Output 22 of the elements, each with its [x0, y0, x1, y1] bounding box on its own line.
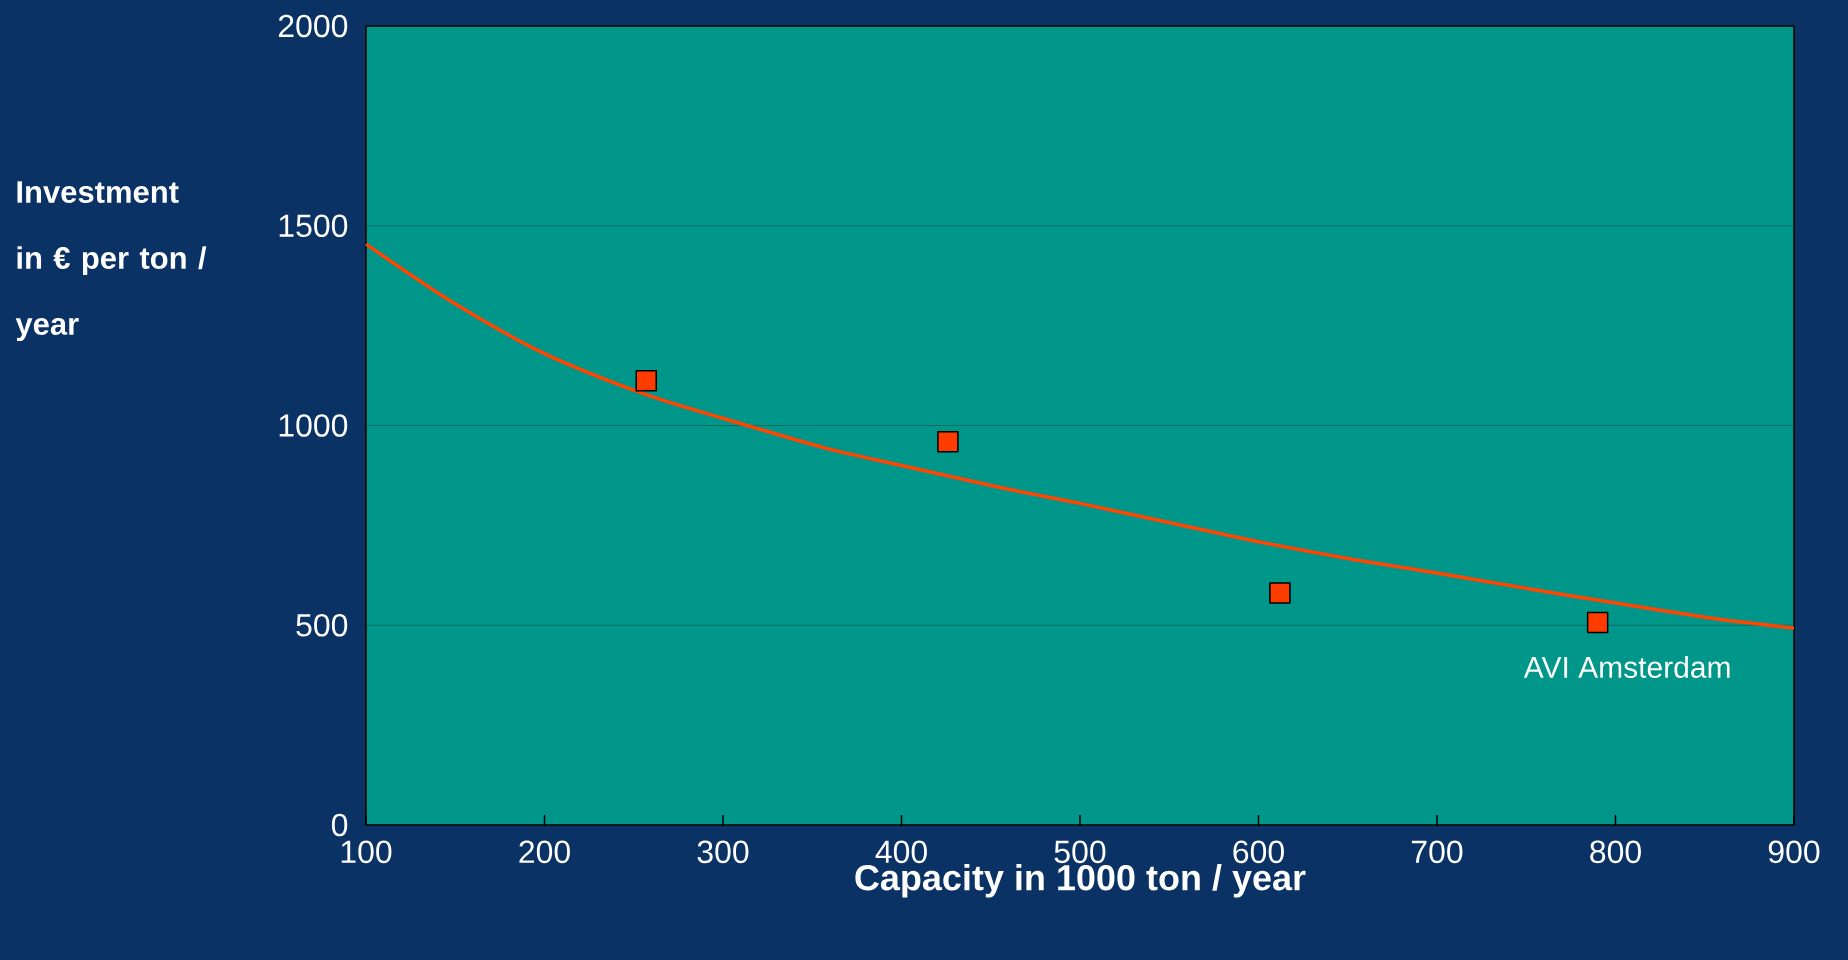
annotation: AVI Amsterdam	[1523, 655, 1730, 679]
y-tick-label: 0	[331, 813, 348, 837]
x-tick-label: 200	[519, 840, 570, 864]
point	[937, 431, 959, 453]
point	[1586, 611, 1609, 634]
text: Investment in € per ton / year	[15, 181, 207, 342]
x-axis-title: Capacity in 1000 ton / year	[855, 864, 1306, 898]
x-tick-label: 800	[1590, 840, 1641, 864]
y-tick-label: 500	[296, 613, 348, 637]
x-tick-label: 400	[875, 840, 927, 864]
x-tick-label: 700	[1411, 840, 1463, 864]
x-tick-label: 900	[1768, 840, 1820, 864]
x-tick-label: 500	[1054, 840, 1106, 864]
point	[1269, 582, 1291, 604]
y-tick-label: 1000	[279, 414, 348, 437]
y-tick-label: 2000	[278, 14, 348, 38]
line-series	[364, 242, 1796, 630]
point	[635, 369, 657, 392]
x-tick-label: 100	[341, 840, 392, 864]
x-tick-label: 300	[697, 840, 749, 864]
y-tick-label: 1500	[279, 214, 348, 238]
x-tick-label: 600	[1233, 840, 1284, 864]
